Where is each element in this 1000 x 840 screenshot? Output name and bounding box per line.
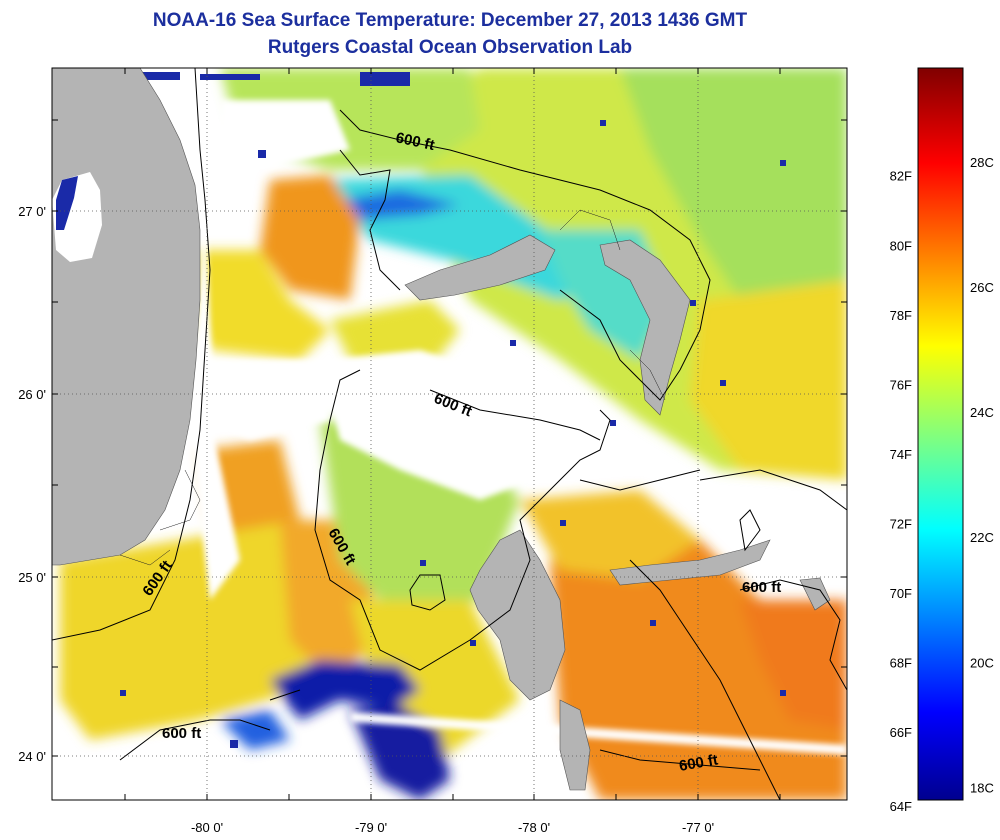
cloud-strip-south bbox=[350, 712, 847, 755]
sst-yellow-gulf-stream bbox=[190, 250, 330, 360]
x-tick-label-77: -77 0' bbox=[682, 820, 714, 835]
y-tick-label-26: 26 0' bbox=[18, 387, 46, 402]
sst-yellow-east-band bbox=[690, 280, 847, 480]
land-andros bbox=[469, 529, 566, 701]
x-tick-label-78: -78 0' bbox=[518, 820, 550, 835]
sst-navy-south bbox=[350, 705, 450, 800]
plot-frame bbox=[51, 67, 848, 801]
contour-label-7: 600 ft bbox=[678, 751, 720, 775]
x-tick-label-80: -80 0' bbox=[191, 820, 223, 835]
y-tick-label-25: 25 0' bbox=[18, 570, 46, 585]
land-abaco bbox=[599, 239, 691, 416]
cloud-west-coast bbox=[190, 200, 240, 600]
contour-label-5: 600 ft bbox=[742, 579, 781, 596]
sst-yellow-south bbox=[60, 520, 330, 740]
y-tick-label-24: 24 0' bbox=[18, 749, 46, 764]
y-tick-label-27: 27 0' bbox=[18, 204, 46, 219]
x-tick-label-79: -79 0' bbox=[355, 820, 387, 835]
contour-label-6: 600 ft bbox=[162, 725, 201, 742]
depth-contours bbox=[52, 68, 847, 800]
sst-blue-north bbox=[340, 190, 460, 220]
sst-navy-southwest bbox=[270, 660, 420, 720]
axis-ticks bbox=[52, 68, 847, 800]
sst-orange-west bbox=[260, 175, 360, 300]
land-cat-island bbox=[799, 577, 831, 611]
map-title: NOAA-16 Sea Surface Temperature: Decembe… bbox=[152, 10, 748, 31]
cloud-west bbox=[200, 360, 330, 440]
sst-yellow-east-mid bbox=[520, 490, 700, 580]
coastline-detail bbox=[119, 209, 666, 566]
sst-orange-far-southeast bbox=[740, 600, 847, 730]
lake-okeechobee-edge bbox=[56, 176, 78, 230]
land-grand-bahama bbox=[404, 234, 556, 301]
land-eleuthera bbox=[609, 539, 771, 586]
noise-pixels bbox=[120, 72, 786, 748]
map-subtitle: Rutgers Coastal Ocean Observation Lab bbox=[267, 37, 633, 58]
grid-lines bbox=[52, 68, 847, 800]
cloud-central bbox=[320, 350, 600, 500]
cloud-northwest bbox=[220, 100, 350, 170]
land-exumas bbox=[559, 699, 591, 791]
